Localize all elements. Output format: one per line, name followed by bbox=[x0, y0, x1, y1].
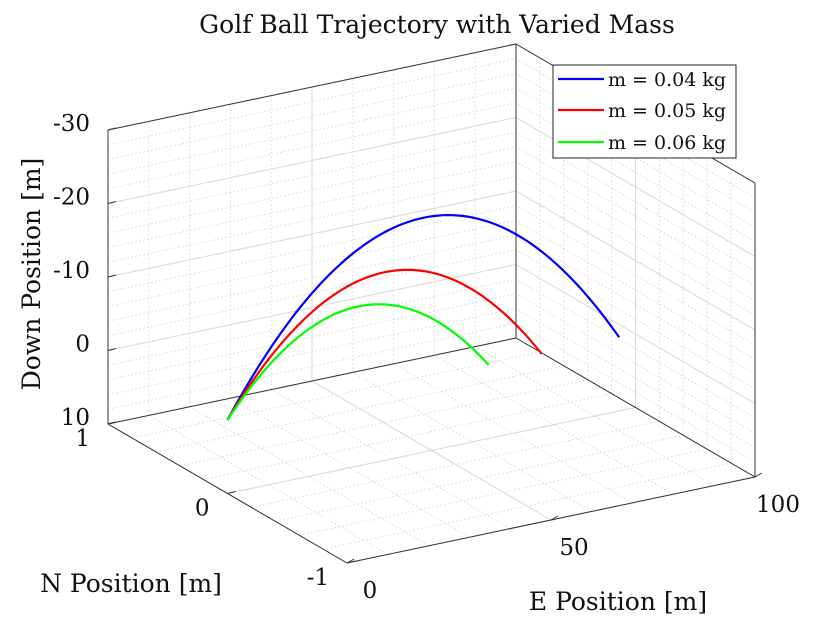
y-tick-label: 1 bbox=[75, 426, 90, 452]
legend-label-1: m = 0.04 kg bbox=[608, 69, 726, 91]
z-tick-label: 10 bbox=[61, 405, 90, 431]
x-tick-mark bbox=[550, 515, 559, 521]
major-grid-line bbox=[227, 407, 636, 494]
z-tick-label: -10 bbox=[53, 258, 90, 284]
trajectory-line-1 bbox=[226, 214, 621, 421]
z-tick-label: -20 bbox=[53, 185, 90, 211]
chart-title: Golf Ball Trajectory with Varied Mass bbox=[199, 10, 675, 39]
major-grid-line bbox=[107, 264, 517, 351]
z-tick-mark bbox=[107, 274, 117, 278]
major-grid-line bbox=[107, 190, 517, 278]
x-tick-label: 100 bbox=[756, 492, 800, 518]
major-grid-line bbox=[515, 190, 756, 331]
z-tick-mark bbox=[107, 421, 117, 425]
axes-box bbox=[107, 43, 763, 564]
legend: m = 0.04 kg m = 0.05 kg m = 0.06 kg bbox=[552, 64, 737, 159]
x-tick-label: 0 bbox=[363, 578, 378, 604]
major-grid-line bbox=[515, 264, 756, 404]
z-tick-label: 0 bbox=[75, 332, 90, 358]
trajectory-line-2 bbox=[226, 268, 543, 421]
z-tick-mark bbox=[107, 201, 117, 204]
major-grid-line bbox=[107, 117, 517, 204]
series-lines bbox=[226, 214, 621, 421]
back-wall-top-edge bbox=[107, 43, 517, 131]
z-tick-mark bbox=[107, 127, 117, 131]
z-tick-label: -30 bbox=[53, 111, 90, 137]
y-tick-label: 0 bbox=[195, 496, 210, 522]
y-axis-label: N Position [m] bbox=[40, 569, 222, 598]
legend-label-3: m = 0.06 kg bbox=[608, 132, 726, 154]
floor-right-edge bbox=[515, 337, 756, 478]
y-tick-mark bbox=[227, 491, 236, 494]
floor-back-edge bbox=[107, 337, 517, 425]
y-tick-mark bbox=[346, 560, 356, 564]
y-tick-label: -1 bbox=[307, 565, 329, 591]
x-tick-label: 50 bbox=[559, 535, 588, 561]
legend-label-2: m = 0.05 kg bbox=[608, 100, 726, 122]
z-axis-label: Down Position [m] bbox=[17, 158, 46, 391]
z-tick-mark bbox=[107, 348, 117, 351]
trajectory-line-3 bbox=[226, 303, 490, 421]
x-tick-mark bbox=[754, 472, 763, 478]
x-axis-label: E Position [m] bbox=[529, 587, 707, 616]
